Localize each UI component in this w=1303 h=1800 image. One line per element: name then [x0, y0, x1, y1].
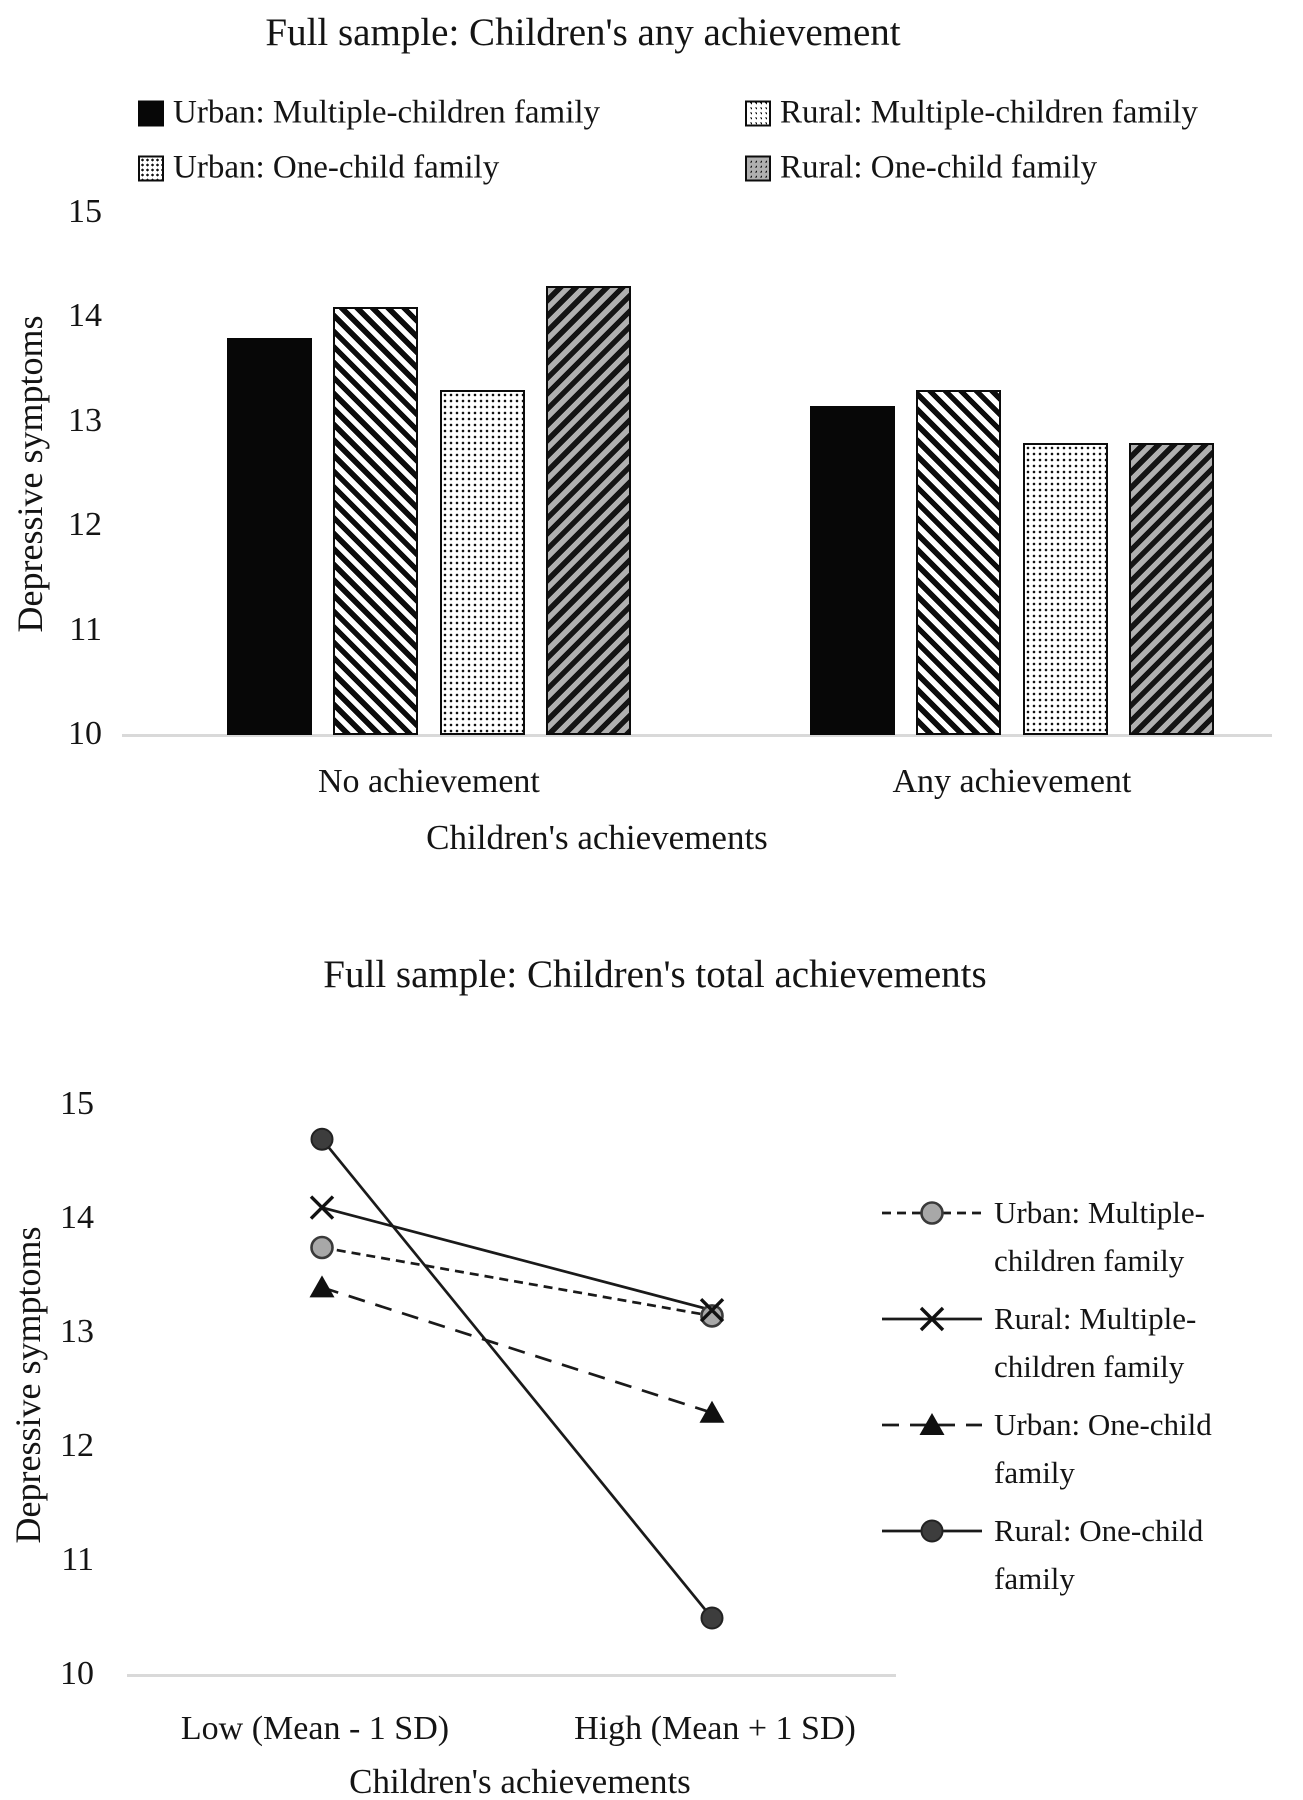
category-label-low-mean-1-sd: Low (Mean - 1 SD) — [180, 1710, 450, 1747]
legend-item-urban-one-child-family: Urban: One-child family — [880, 1401, 1256, 1497]
marker-circle-gray — [920, 1201, 944, 1225]
line-chart-x-axis-line — [127, 1674, 896, 1677]
legend-label: Urban: One-child family — [994, 1407, 1212, 1490]
line-chart-y-axis-title: Depressive symptoms — [8, 1226, 48, 1544]
series-line-rural-multiple-children-family — [321, 1206, 713, 1312]
legend-item-urban-multiple-children-family: Urban: Multiple-children family — [880, 1189, 1256, 1285]
line-chart-title: Full sample: Children's total achievemen… — [323, 953, 987, 996]
legend-label: Rural: Multiple-children family — [994, 1301, 1197, 1384]
line-chart-plot-area — [309, 1127, 725, 1630]
marker-x — [919, 1306, 945, 1332]
legend-label: Urban: Multiple-children family — [173, 94, 601, 131]
legend-swatch-icon-dots-white — [138, 155, 164, 181]
y-tick-label-13: 13 — [68, 402, 102, 440]
marker-x — [309, 1195, 335, 1220]
y-tick-label-11: 11 — [61, 1541, 94, 1579]
marker-circle-dark — [920, 1519, 944, 1543]
series-line-urban-multiple-children-family — [321, 1246, 713, 1318]
legend-item-urban-one-child-family: Urban: One-child family — [138, 150, 499, 187]
y-tick-label-15: 15 — [60, 1085, 94, 1123]
bar-urban-multiple-children-family-no-achievement — [227, 338, 312, 735]
legend-label: Rural: Multiple-children family — [780, 94, 1198, 131]
bar-chart-x-axis-title: Children's achievements — [426, 818, 768, 857]
y-tick-label-15: 15 — [68, 193, 102, 231]
legend-line-sample-icon — [880, 1507, 984, 1560]
y-tick-label-11: 11 — [69, 610, 102, 648]
marker-circle-gray — [310, 1235, 334, 1260]
legend-line-sample-icon — [880, 1401, 984, 1454]
bar-rural-multiple-children-family-any-achievement — [916, 390, 1002, 735]
marker-triangle — [919, 1413, 945, 1435]
y-tick-label-10: 10 — [68, 715, 102, 753]
legend-swatch-icon-diagonal-stripes-gray — [745, 155, 771, 181]
bar-urban-one-child-family-no-achievement — [439, 390, 525, 735]
category-label-no-achievement: No achievement — [318, 763, 540, 800]
category-label-high-mean-1-sd: High (Mean + 1 SD) — [574, 1710, 856, 1747]
y-tick-label-14: 14 — [68, 297, 102, 335]
legend-label: Urban: One-child family — [173, 149, 500, 186]
y-tick-label-12: 12 — [60, 1427, 94, 1465]
bar-rural-multiple-children-family-no-achievement — [333, 306, 419, 735]
bar-urban-multiple-children-family-any-achievement — [810, 406, 895, 735]
bar-chart-title: Full sample: Children's any achievement — [265, 11, 901, 54]
bar-urban-one-child-family-any-achievement — [1022, 442, 1108, 735]
y-tick-label-14: 14 — [60, 1199, 94, 1237]
legend-line-sample-icon — [880, 1295, 984, 1348]
marker-triangle — [699, 1400, 725, 1423]
bar-chart-y-axis-title: Depressive symptoms — [10, 315, 50, 633]
legend-swatch-icon-solid-black — [138, 100, 164, 126]
category-label-any-achievement: Any achievement — [892, 763, 1132, 800]
bar-rural-one-child-family-no-achievement — [545, 286, 631, 735]
legend-item-rural-one-child-family: Rural: One-child family — [745, 150, 1097, 187]
legend-label: Rural: One-child family — [780, 149, 1098, 186]
series-line-urban-one-child-family — [321, 1286, 713, 1415]
legend-label: Rural: One-child family — [994, 1513, 1204, 1596]
bar-rural-one-child-family-any-achievement — [1128, 442, 1214, 735]
marker-circle-dark — [700, 1606, 724, 1630]
line-chart-x-axis-title: Children's achievements — [349, 1762, 691, 1800]
legend-line-sample-icon — [880, 1189, 984, 1242]
legend-swatch-icon-diagonal-stripes-white — [745, 100, 771, 126]
legend-item-rural-multiple-children-family: Rural: Multiple-children family — [745, 95, 1198, 132]
marker-triangle — [309, 1275, 335, 1298]
y-tick-label-10: 10 — [60, 1655, 94, 1693]
legend-item-rural-one-child-family: Rural: One-child family — [880, 1507, 1256, 1603]
series-line-rural-one-child-family — [320, 1138, 714, 1619]
bar-chart-x-axis-line — [122, 734, 1272, 737]
legend-item-rural-multiple-children-family: Rural: Multiple-children family — [880, 1295, 1256, 1391]
y-tick-label-12: 12 — [68, 506, 102, 544]
marker-x — [699, 1297, 725, 1323]
y-tick-label-13: 13 — [60, 1313, 94, 1351]
marker-circle-gray — [700, 1304, 724, 1328]
marker-circle-dark — [310, 1127, 334, 1151]
legend-item-urban-multiple-children-family: Urban: Multiple-children family — [138, 95, 600, 132]
legend-label: Urban: Multiple-children family — [994, 1195, 1205, 1278]
